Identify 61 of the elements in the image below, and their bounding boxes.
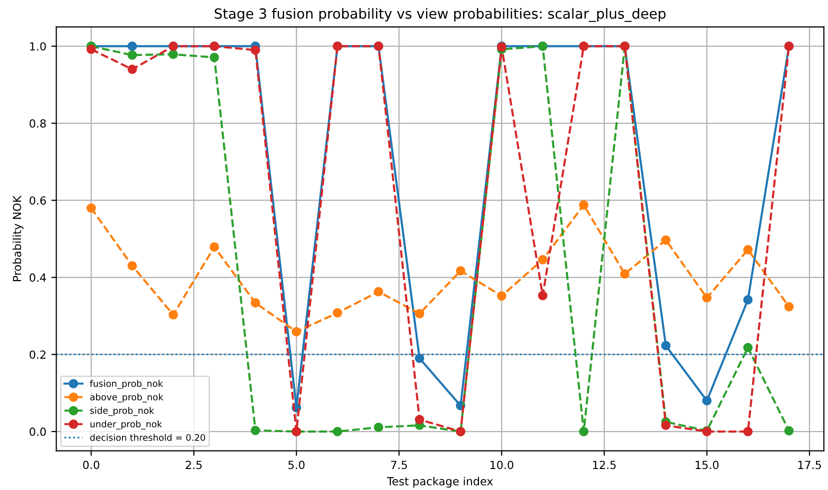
- point: [210, 242, 220, 252]
- y-tick-label: 0.6: [30, 196, 46, 205]
- y-tick-label: 0.8: [30, 119, 46, 128]
- point: [661, 235, 671, 245]
- point: [210, 52, 220, 62]
- point: [743, 295, 753, 304]
- point: [250, 426, 260, 436]
- y-tick-label: 1.0: [30, 42, 46, 51]
- legend-label: under_prob_nok: [90, 420, 162, 430]
- x-axis-title: Test package index: [386, 476, 493, 488]
- x-tick-label: 2.5: [186, 460, 202, 470]
- legend-label: side_prob_nok: [90, 406, 154, 416]
- point: [292, 327, 302, 336]
- point: [168, 310, 178, 320]
- point: [579, 200, 588, 210]
- point: [414, 308, 424, 318]
- y-axis-title: Probability NOK: [12, 195, 24, 282]
- point: [743, 426, 753, 436]
- point: [702, 293, 712, 303]
- point: [414, 414, 424, 424]
- chart-title: Stage 3 fusion probability vs view probabilities: scalar_plus_deep: [214, 8, 666, 22]
- point: [374, 422, 384, 432]
- point: [456, 266, 466, 276]
- point: [538, 254, 548, 264]
- y-tick-label: 0.2: [30, 350, 46, 359]
- point: [128, 42, 137, 51]
- point: [743, 342, 753, 352]
- point: [661, 340, 671, 350]
- point: [374, 286, 384, 296]
- point: [620, 269, 630, 279]
- point: [538, 290, 548, 300]
- legend-label: fusion_prob_nok: [90, 380, 164, 389]
- point: [784, 426, 794, 436]
- point: [128, 261, 137, 271]
- point: [579, 426, 588, 436]
- x-tick-label: 15.0: [696, 460, 719, 470]
- x-tick-label: 0.0: [83, 460, 100, 470]
- legend-label: decision threshold = 0.20: [90, 434, 206, 441]
- x-tick-label: 12.5: [593, 460, 616, 470]
- y-tick-label: 0.0: [30, 428, 46, 436]
- point: [168, 50, 178, 59]
- point: [86, 44, 96, 54]
- x-tick-label: 10.0: [490, 460, 514, 470]
- y-tick-label: 0.4: [30, 273, 46, 282]
- point: [128, 50, 137, 60]
- point: [128, 64, 137, 74]
- point: [250, 45, 260, 55]
- point: [332, 308, 342, 318]
- point: [250, 298, 260, 308]
- point: [784, 302, 794, 312]
- point: [661, 420, 671, 430]
- point: [414, 354, 424, 364]
- legend-label: above_prob_nok: [90, 393, 164, 402]
- point: [702, 396, 712, 406]
- point: [496, 291, 506, 301]
- point: [743, 244, 753, 254]
- point: [86, 203, 96, 213]
- x-tick-label: 17.5: [798, 460, 821, 470]
- point: [332, 426, 342, 436]
- x-tick-label: 7.5: [391, 460, 407, 470]
- x-tick-label: 5.0: [288, 460, 305, 470]
